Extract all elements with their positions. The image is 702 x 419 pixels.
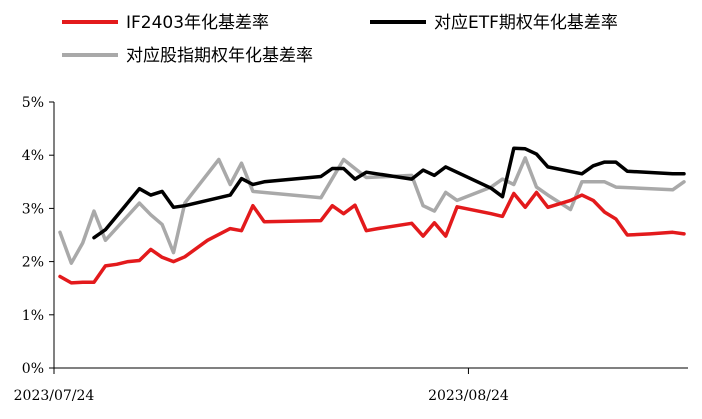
y-tick-label: 3% — [22, 201, 44, 217]
y-tick-label: 5% — [22, 95, 44, 111]
legend-label-index-option: 对应股指期权年化基差率 — [126, 46, 313, 66]
legend-entry-if2403: IF2403年化基差率 — [62, 13, 269, 33]
legend-entry-index-option: 对应股指期权年化基差率 — [62, 46, 313, 66]
y-tick-label: 1% — [22, 308, 44, 324]
y-tick-label: 2% — [22, 255, 44, 271]
legend-label-etf-option: 对应ETF期权年化基差率 — [434, 13, 618, 33]
legend-label-if2403: IF2403年化基差率 — [126, 13, 269, 33]
x-axis-ticks: 2023/07/24 2023/08/24 — [14, 368, 509, 404]
series-line-if2403 — [58, 190, 686, 285]
y-axis-ticks: 0% 1% 2% 3% 4% 5% — [22, 95, 54, 377]
y-tick-label: 0% — [22, 361, 44, 377]
axes: 0% 1% 2% 3% 4% 5% 2023/07/24 2023/08/24 — [14, 95, 688, 404]
legend: IF2403年化基差率 对应ETF期权年化基差率 对应股指期权年化基差率 — [62, 13, 618, 66]
x-tick-label: 2023/07/24 — [14, 388, 95, 404]
series-layer — [58, 146, 686, 285]
series-line-etf-option — [92, 146, 686, 240]
y-tick-label: 4% — [22, 148, 44, 164]
legend-entry-etf-option: 对应ETF期权年化基差率 — [370, 13, 618, 33]
x-tick-label: 2023/08/24 — [428, 388, 509, 404]
